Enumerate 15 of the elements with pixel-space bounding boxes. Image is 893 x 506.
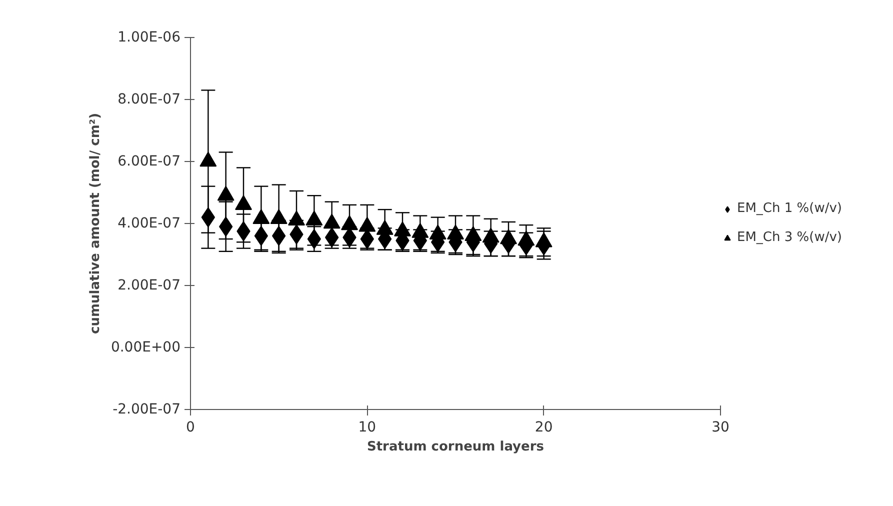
legend-label: EM_Ch 3 %(w/v): [737, 230, 842, 245]
y-axis-title: cumulative amount (mol/ cm²): [88, 112, 103, 334]
x-tick-label: 30: [712, 420, 730, 436]
legend-label: EM_Ch 1 %(w/v): [737, 201, 842, 216]
x-tick-label: 20: [534, 420, 553, 436]
y-tick-label: 4.00E-07: [118, 216, 181, 232]
y-tick-label: 8.00E-07: [118, 92, 181, 108]
y-tick-label: 0.00E+00: [110, 340, 180, 356]
x-tick-label: 0: [186, 420, 195, 436]
y-tick-label: 1.00E-06: [118, 30, 181, 46]
y-tick-label: 6.00E-07: [118, 154, 181, 170]
y-tick-label: -2.00E-07: [112, 402, 180, 418]
y-tick-label: 2.00E-07: [118, 278, 181, 294]
x-tick-label: 10: [358, 420, 376, 436]
x-axis-title: Stratum corneum layers: [366, 440, 544, 454]
